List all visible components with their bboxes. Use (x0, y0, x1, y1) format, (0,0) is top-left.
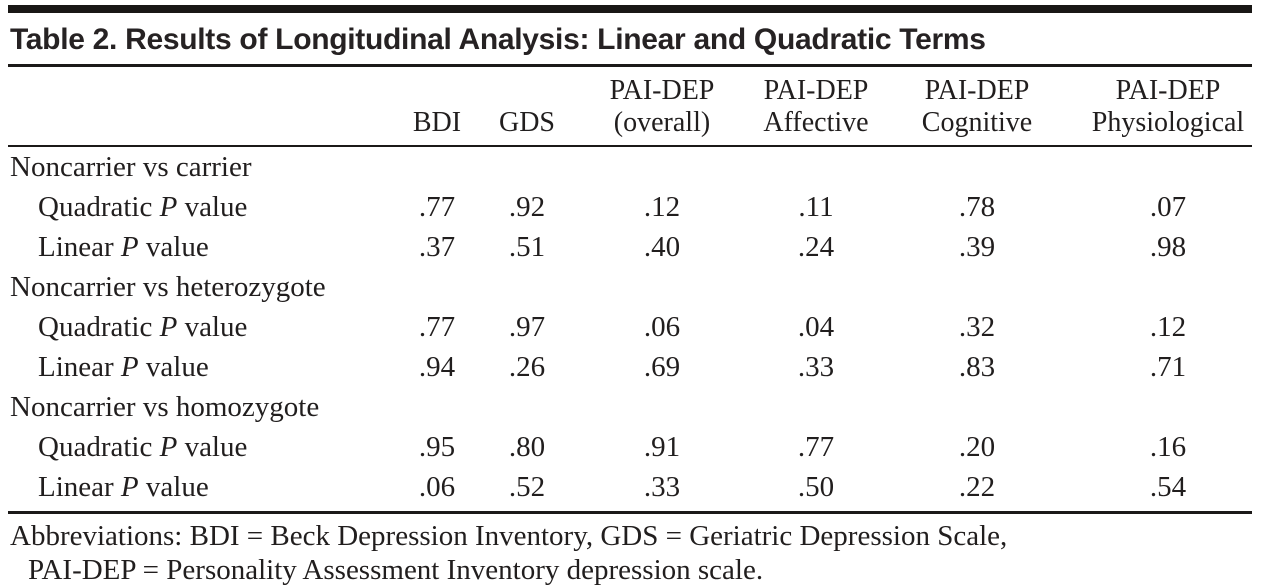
column-header-label: PAI-DEP (924, 75, 1030, 106)
row-label-p-italic: P (120, 231, 139, 263)
p-value-cell: .92 (508, 191, 546, 223)
section-row: Noncarrier vs carrier (8, 146, 1252, 187)
header-row: BDI GDS PAI-DEP (overall) PAI-DEP Affect… (8, 67, 1252, 147)
p-value-cell: .91 (643, 431, 681, 463)
column-header-pai-dep-overall: PAI-DEP (overall) (562, 67, 762, 147)
p-value-cell: .77 (418, 191, 456, 223)
section-label: Noncarrier vs heterozygote (10, 271, 326, 303)
p-value-cell: .22 (870, 467, 1084, 514)
p-value-cell: .95 (418, 431, 456, 463)
data-row: Quadratic P value .77 .97 .06 .04 .32 .1… (8, 307, 1252, 347)
p-value-cell: .24 (797, 231, 835, 263)
p-value-cell: .69 (643, 351, 681, 383)
row-label: Linear P value (8, 347, 382, 387)
row-label-p-italic: P (159, 311, 178, 343)
p-value-cell: .71 (1149, 351, 1187, 383)
p-value-cell: .16 (1149, 431, 1187, 463)
table-title: Table 2. Results of Longitudinal Analysi… (8, 13, 1252, 67)
table-footnote: Abbreviations: BDI = Beck Depression Inv… (8, 514, 1252, 585)
p-value-cell: .04 (797, 311, 835, 343)
p-value-cell: .32 (958, 311, 996, 343)
column-header-pai-dep-cognitive: PAI-DEP Cognitive (870, 67, 1084, 147)
footnote-line-2: PAI-DEP = Personality Assessment Invento… (28, 554, 764, 585)
p-value-cell: .77 (418, 311, 456, 343)
row-label-p-italic: P (159, 191, 178, 223)
column-header-pai-dep-affective: PAI-DEP Affective (762, 67, 870, 147)
column-header-label: PAI-DEP (763, 75, 869, 106)
p-value-cell: .33 (797, 351, 835, 383)
row-label-text: value (177, 191, 248, 223)
column-header-label: GDS (498, 107, 555, 138)
p-value-cell: .80 (508, 431, 546, 463)
data-row: Linear P value .94 .26 .69 .33 .83 .71 (8, 347, 1252, 387)
column-header-label: Cognitive (921, 107, 1033, 138)
row-label: Linear P value (8, 227, 382, 267)
column-header-bdi: BDI (382, 67, 492, 147)
section-label: Noncarrier vs homozygote (10, 391, 320, 423)
p-value-cell: .51 (508, 231, 546, 263)
row-label-text: Quadratic (38, 431, 160, 463)
row-label-text: Linear (38, 351, 121, 383)
p-value-cell: .83 (958, 351, 996, 383)
row-label-text: Linear (38, 231, 121, 263)
row-label-text: value (177, 311, 248, 343)
row-label-p-italic: P (120, 471, 139, 503)
section-row: Noncarrier vs heterozygote (8, 267, 1252, 307)
footnote-line-1: Abbreviations: BDI = Beck Depression Inv… (10, 520, 1008, 552)
p-value-cell: .54 (1084, 467, 1252, 514)
column-header-label: BDI (412, 107, 462, 138)
column-header-pai-dep-physiological: PAI-DEP Physiological (1084, 67, 1252, 147)
row-label-p-italic: P (159, 431, 178, 463)
p-value-cell: .12 (1149, 311, 1187, 343)
p-value-cell: .52 (492, 467, 562, 514)
p-value-cell: .06 (382, 467, 492, 514)
p-value-cell: .33 (562, 467, 762, 514)
row-label: Quadratic P value (8, 307, 382, 347)
p-value-cell: .26 (508, 351, 546, 383)
row-label-text: Linear (38, 471, 121, 503)
data-row: Linear P value .37 .51 .40 .24 .39 .98 (8, 227, 1252, 267)
table-body: Noncarrier vs carrier Quadratic P value … (8, 146, 1252, 514)
column-header-label: PAI-DEP (609, 75, 715, 106)
top-rule-thick (8, 5, 1252, 13)
row-label: Quadratic P value (8, 187, 382, 227)
p-value-cell: .20 (958, 431, 996, 463)
row-label-text: value (138, 351, 209, 383)
p-value-cell: .77 (797, 431, 835, 463)
section-row: Noncarrier vs homozygote (8, 387, 1252, 427)
p-value-cell: .98 (1149, 231, 1187, 263)
p-value-cell: .06 (643, 311, 681, 343)
column-header-gds: GDS (492, 67, 562, 147)
p-value-cell: .39 (958, 231, 996, 263)
header-spacer (8, 67, 382, 147)
row-label: Linear P value (8, 467, 382, 514)
section-label: Noncarrier vs carrier (10, 151, 252, 183)
row-label-text: Quadratic (38, 311, 160, 343)
row-label: Quadratic P value (8, 427, 382, 467)
row-label-text: Quadratic (38, 191, 160, 223)
column-header-label: PAI-DEP (1115, 75, 1221, 106)
data-row: Quadratic P value .95 .80 .91 .77 .20 .1… (8, 427, 1252, 467)
table-header: BDI GDS PAI-DEP (overall) PAI-DEP Affect… (8, 67, 1252, 147)
row-label-text: value (138, 471, 209, 503)
results-table: BDI GDS PAI-DEP (overall) PAI-DEP Affect… (8, 67, 1252, 514)
p-value-cell: .12 (643, 191, 681, 223)
data-row: Quadratic P value .77 .92 .12 .11 .78 .0… (8, 187, 1252, 227)
p-value-cell: .11 (798, 191, 834, 223)
p-value-cell: .50 (762, 467, 870, 514)
p-value-cell: .94 (418, 351, 456, 383)
row-label-text: value (177, 431, 248, 463)
p-value-cell: .78 (958, 191, 996, 223)
p-value-cell: .97 (508, 311, 546, 343)
p-value-cell: .37 (418, 231, 456, 263)
row-label-text: value (138, 231, 209, 263)
column-header-label: Affective (763, 107, 869, 138)
row-label-p-italic: P (120, 351, 139, 383)
data-row: Linear P value .06 .52 .33 .50 .22 .54 (8, 467, 1252, 514)
column-header-label: (overall) (613, 107, 711, 138)
p-value-cell: .07 (1149, 191, 1187, 223)
column-header-label: Physiological (1091, 107, 1245, 138)
p-value-cell: .40 (643, 231, 681, 263)
